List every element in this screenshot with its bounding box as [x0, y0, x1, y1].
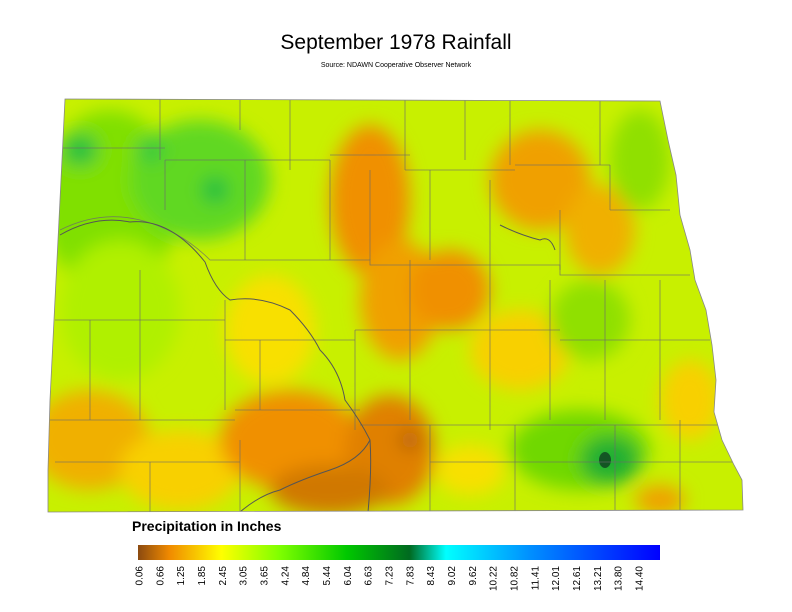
legend-label: 10.82 [510, 566, 521, 591]
legend-label: 10.22 [489, 566, 500, 591]
county-lines [50, 99, 740, 512]
legend-label: 9.62 [468, 566, 479, 586]
map-title: September 1978 Rainfall [280, 31, 511, 54]
legend-label: 0.66 [155, 566, 166, 586]
map-source: Source: NDAWN Cooperative Observer Netwo… [321, 62, 472, 69]
legend-label: 11.41 [530, 566, 541, 591]
legend-label: 7.23 [385, 566, 396, 586]
legend-label: 6.04 [343, 566, 354, 586]
legend-label: 7.83 [405, 566, 416, 586]
legend-label: 3.05 [239, 566, 250, 586]
legend-label: 12.01 [551, 566, 562, 591]
precipitation-map [48, 99, 743, 512]
legend-label: 2.45 [218, 566, 229, 586]
legend-label: 13.21 [593, 566, 604, 591]
legend-label: 9.02 [447, 566, 458, 586]
legend-label: 14.40 [635, 566, 646, 591]
legend-label: 13.80 [614, 566, 625, 591]
legend-label: 12.61 [572, 566, 583, 591]
legend-label: 1.25 [176, 566, 187, 586]
legend-label: 5.44 [322, 566, 333, 586]
legend-title: Precipitation in Inches [132, 518, 282, 534]
legend-label: 4.84 [301, 566, 312, 586]
legend-label: 0.06 [135, 566, 146, 586]
legend-label: 1.85 [197, 566, 208, 586]
legend-label: 6.63 [364, 566, 375, 586]
color-bar [138, 545, 660, 560]
legend-label: 8.43 [426, 566, 437, 586]
state-outline [47, 98, 744, 513]
legend-labels: 0.06 0.66 1.25 1.85 2.45 3.05 3.65 4.24 4.84 5.44… [135, 566, 646, 591]
legend-label: 4.24 [280, 566, 291, 586]
legend-label: 3.65 [260, 566, 271, 586]
